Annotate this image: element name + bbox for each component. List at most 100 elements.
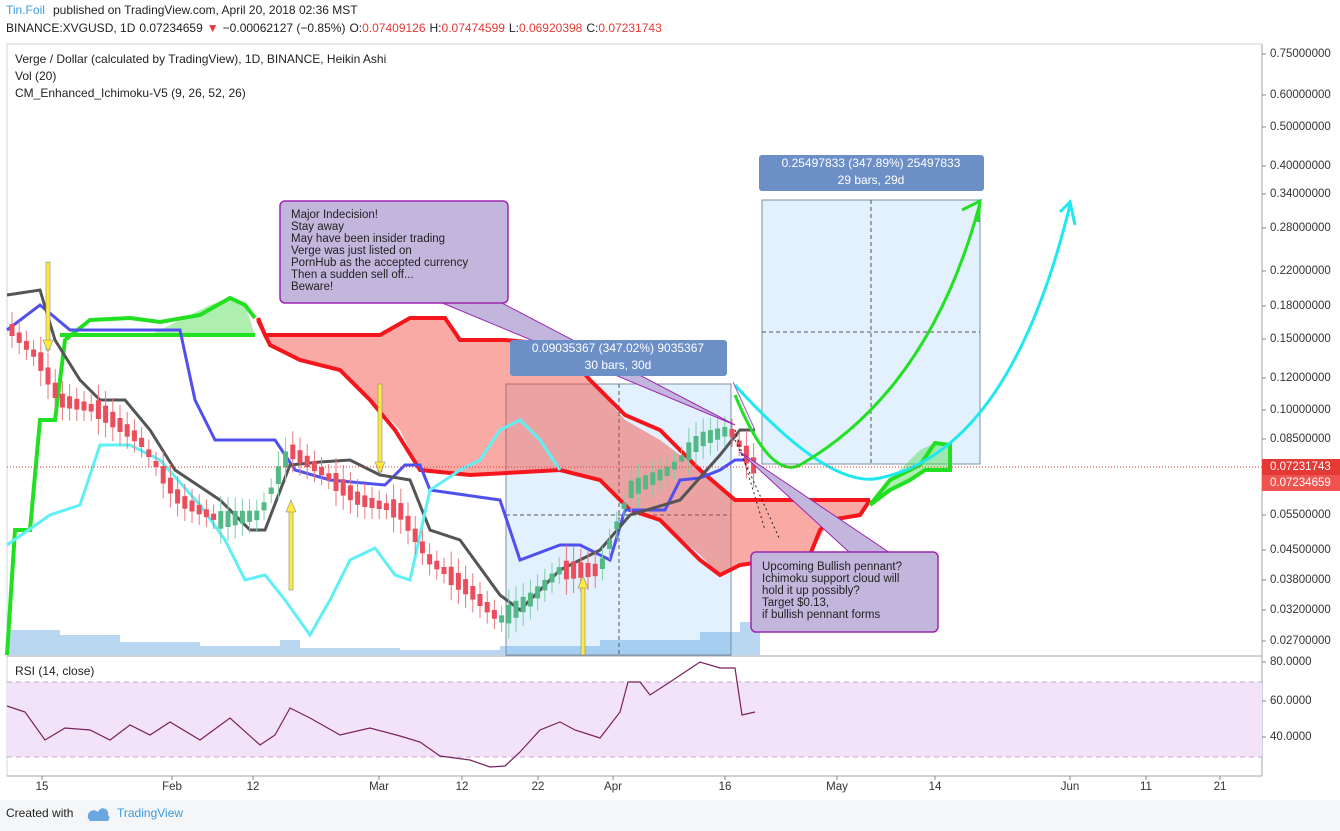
quote-low: 0.06920398 [519, 21, 583, 35]
candle [671, 461, 677, 470]
candle [355, 491, 361, 505]
time-tick-label: Jun [1061, 781, 1080, 793]
candle [715, 428, 721, 440]
quote-close-label: C: [586, 21, 598, 35]
candle [578, 562, 584, 578]
note-line: Major Indecision! [291, 209, 378, 221]
measure-label: 30 bars, 30d [585, 358, 652, 372]
candle [455, 572, 461, 590]
span-line [868, 440, 952, 507]
footer-logo [87, 808, 110, 821]
time-tick-label: Mar [369, 781, 389, 793]
time-tick-label: 16 [719, 781, 732, 793]
rsi-band [7, 682, 1262, 757]
candle [376, 500, 382, 509]
candle [124, 424, 130, 437]
candle [23, 341, 29, 350]
note-line: Verge was just listed on [291, 245, 412, 257]
time-tick-label: Apr [604, 781, 622, 793]
time-tick-label: May [826, 781, 848, 793]
price-tick-label: 0.22000000 [1270, 265, 1331, 277]
candle [664, 466, 670, 477]
author[interactable]: Tin.Foil [6, 3, 45, 17]
candle [268, 487, 274, 494]
rsi-tick-label: 80.0000 [1270, 656, 1312, 668]
candle [196, 504, 202, 515]
rsi-line [6, 661, 756, 768]
candle [700, 431, 706, 447]
tenkan-line [6, 288, 755, 612]
time-tick-label: 15 [36, 781, 49, 793]
candle [326, 473, 332, 480]
candle [506, 604, 512, 624]
candle [304, 455, 310, 468]
candle [283, 451, 289, 468]
candle [74, 398, 80, 410]
note-line: Beware! [291, 281, 333, 293]
candle [571, 561, 577, 579]
red-cloud [258, 318, 870, 575]
time-tick-label: 14 [929, 781, 942, 793]
rsi-tick-label: 40.0000 [1270, 731, 1312, 743]
candle [556, 567, 562, 575]
quote-line: BINANCE:XVGUSD, 1D 0.07234659 ▼ −0.00062127… [6, 21, 662, 35]
candle [16, 332, 22, 343]
candle [146, 449, 152, 457]
candle [167, 477, 173, 494]
candle [52, 382, 58, 399]
footer-brand[interactable]: TradingView [117, 806, 183, 820]
price-tick-label: 0.03800000 [1270, 574, 1331, 586]
candle [110, 411, 116, 428]
candle [239, 510, 245, 524]
candle [599, 558, 605, 569]
trend-line [734, 439, 781, 541]
time-tick-label: Feb [162, 781, 182, 793]
candle [614, 521, 620, 529]
price-tick-label: 0.18000000 [1270, 300, 1331, 312]
projection-curve [733, 204, 1072, 481]
rsi-label: RSI (14, close) [15, 664, 94, 678]
candle [477, 594, 483, 606]
price-tick-label: 0.75000000 [1270, 48, 1331, 60]
candle [139, 437, 145, 447]
quote-open: 0.07409126 [362, 21, 426, 35]
candle [232, 510, 238, 526]
candle [650, 472, 656, 485]
measure-label: 0.25497833 (347.89%) 25497833 [782, 156, 961, 170]
price-tick-label: 0.50000000 [1270, 121, 1331, 133]
measure-label: 0.09035367 (347.02%) 9035367 [532, 341, 704, 355]
span-line [256, 319, 872, 578]
published: published on TradingView.com, April 20, … [53, 3, 358, 17]
quote-close: 0.07231743 [598, 21, 662, 35]
candle [340, 479, 346, 496]
candle [182, 496, 188, 509]
price-marker-box [1262, 475, 1340, 491]
candle [736, 440, 742, 447]
note-line: Stay away [291, 221, 344, 233]
candle [549, 573, 555, 583]
candle [707, 430, 713, 443]
candle [527, 592, 533, 607]
note-line: Target $0.13, [762, 597, 829, 609]
candles [9, 312, 757, 639]
candle [383, 503, 389, 510]
note-line: Then a sudden sell off... [291, 269, 414, 281]
candle [362, 495, 368, 507]
footer-text: Created with [6, 806, 73, 820]
candle [218, 511, 224, 529]
price-tick-label: 0.03200000 [1270, 604, 1331, 616]
quote-last: 0.07234659 [139, 21, 203, 35]
candle [535, 586, 541, 599]
candle [751, 457, 757, 474]
quote-change: −0.00062127 (−0.85%) [223, 21, 346, 35]
arrow-head [961, 198, 982, 223]
candle [484, 602, 490, 613]
candle [693, 436, 699, 452]
candle [635, 477, 641, 494]
candle [261, 502, 267, 511]
arrow-head [1058, 198, 1077, 226]
candle [103, 405, 109, 423]
candle [290, 444, 296, 460]
legend-item: Verge / Dollar (calculated by TradingVie… [15, 52, 386, 66]
